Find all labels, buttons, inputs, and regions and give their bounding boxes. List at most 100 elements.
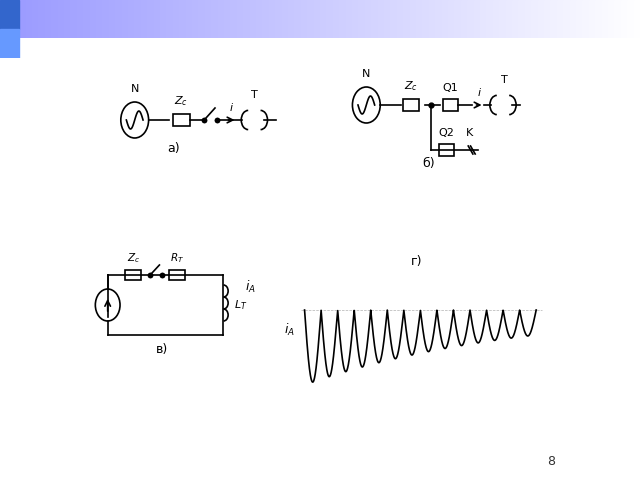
Text: i: i bbox=[230, 103, 233, 113]
Bar bbox=[192, 0, 198, 38]
Bar bbox=[403, 0, 410, 38]
Bar bbox=[90, 0, 96, 38]
Bar bbox=[115, 0, 122, 38]
Bar bbox=[166, 0, 173, 38]
Bar bbox=[122, 0, 128, 38]
Bar bbox=[141, 0, 147, 38]
Bar bbox=[384, 0, 390, 38]
Bar bbox=[506, 0, 512, 38]
Bar bbox=[518, 0, 525, 38]
Text: N: N bbox=[362, 69, 371, 79]
Bar bbox=[486, 0, 493, 38]
Bar bbox=[179, 0, 186, 38]
Bar bbox=[480, 0, 486, 38]
Bar bbox=[58, 0, 64, 38]
Bar bbox=[602, 0, 608, 38]
Bar bbox=[563, 0, 570, 38]
Bar bbox=[32, 0, 38, 38]
Bar bbox=[443, 99, 458, 111]
Bar bbox=[102, 0, 109, 38]
Text: N: N bbox=[131, 84, 139, 94]
Bar bbox=[582, 0, 589, 38]
Bar bbox=[125, 270, 141, 280]
Bar bbox=[0, 29, 19, 58]
Bar bbox=[0, 0, 6, 38]
Bar bbox=[614, 0, 621, 38]
Bar bbox=[371, 0, 378, 38]
Bar bbox=[429, 0, 435, 38]
Bar bbox=[6, 0, 13, 38]
Bar bbox=[595, 0, 602, 38]
Bar bbox=[275, 0, 282, 38]
Bar bbox=[320, 0, 326, 38]
Bar bbox=[134, 0, 141, 38]
Bar bbox=[307, 0, 314, 38]
Bar bbox=[512, 0, 518, 38]
Bar bbox=[198, 0, 205, 38]
Bar bbox=[467, 0, 474, 38]
Bar bbox=[51, 0, 58, 38]
Text: 8: 8 bbox=[547, 455, 556, 468]
Bar bbox=[352, 0, 358, 38]
Bar bbox=[550, 0, 557, 38]
Bar bbox=[301, 0, 307, 38]
Bar bbox=[576, 0, 582, 38]
Bar bbox=[314, 0, 320, 38]
Bar bbox=[96, 0, 102, 38]
Bar bbox=[333, 0, 339, 38]
Bar bbox=[262, 0, 269, 38]
Bar bbox=[173, 114, 189, 126]
Bar bbox=[269, 0, 275, 38]
Bar bbox=[378, 0, 384, 38]
Bar bbox=[38, 0, 45, 38]
Bar bbox=[422, 0, 429, 38]
Bar bbox=[147, 0, 154, 38]
Bar bbox=[294, 0, 301, 38]
Text: $i_A$: $i_A$ bbox=[245, 279, 256, 295]
Text: $Z_c$: $Z_c$ bbox=[127, 251, 140, 265]
Bar bbox=[326, 0, 333, 38]
Bar bbox=[77, 0, 83, 38]
Bar bbox=[64, 0, 70, 38]
Bar bbox=[435, 0, 442, 38]
Bar bbox=[173, 0, 179, 38]
Bar bbox=[256, 0, 262, 38]
Bar bbox=[397, 0, 403, 38]
Bar bbox=[218, 0, 224, 38]
Text: $Z_c$: $Z_c$ bbox=[404, 79, 418, 93]
Bar bbox=[243, 0, 250, 38]
Bar bbox=[448, 0, 454, 38]
Bar bbox=[493, 0, 499, 38]
Bar bbox=[128, 0, 134, 38]
Text: K: K bbox=[466, 128, 474, 138]
Bar bbox=[45, 0, 51, 38]
Text: а): а) bbox=[167, 142, 180, 155]
Bar bbox=[250, 0, 256, 38]
Bar bbox=[186, 0, 192, 38]
Bar bbox=[230, 0, 237, 38]
Bar bbox=[557, 0, 563, 38]
Bar bbox=[589, 0, 595, 38]
Bar bbox=[525, 0, 531, 38]
Bar bbox=[416, 0, 422, 38]
Bar bbox=[19, 0, 26, 38]
Text: в): в) bbox=[156, 343, 168, 356]
Bar bbox=[26, 0, 32, 38]
Bar bbox=[627, 0, 634, 38]
Text: г): г) bbox=[411, 255, 422, 268]
Bar bbox=[346, 0, 352, 38]
Bar bbox=[170, 270, 185, 280]
Text: $L_T$: $L_T$ bbox=[234, 298, 248, 312]
Bar bbox=[13, 0, 19, 38]
Bar bbox=[205, 0, 211, 38]
Bar bbox=[474, 0, 480, 38]
Bar bbox=[403, 99, 419, 111]
Bar bbox=[531, 0, 538, 38]
Text: T: T bbox=[501, 75, 508, 85]
Bar bbox=[154, 0, 160, 38]
Bar bbox=[160, 0, 166, 38]
Bar bbox=[70, 0, 77, 38]
Bar bbox=[0, 0, 19, 29]
Bar bbox=[83, 0, 90, 38]
Text: Блокирование МТЗ при броске намагничивающего тока силового трансформатора: Блокирование МТЗ при броске намагничиваю… bbox=[0, 15, 640, 28]
